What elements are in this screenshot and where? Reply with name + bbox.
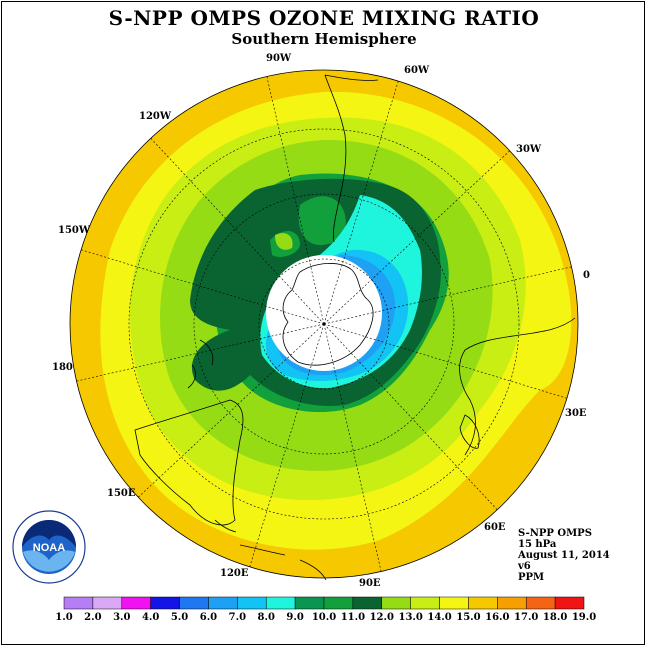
color-scale-label: 1.0: [55, 612, 72, 623]
info-instrument: S-NPP OMPS: [518, 528, 592, 539]
color-swatch: [525, 596, 556, 610]
new-zealand-outline: [187, 339, 214, 389]
lon-label-150w: 150W: [58, 225, 91, 236]
color-scale-label: 9.0: [286, 612, 303, 623]
color-scale-label: 5.0: [171, 612, 188, 623]
lon-label-150e: 150E: [107, 488, 136, 499]
color-swatch: [265, 596, 296, 610]
color-swatch: [554, 596, 585, 610]
color-swatch: [63, 596, 94, 610]
color-scale-label: 10.0: [312, 612, 336, 623]
lon-label-60e: 60E: [484, 522, 506, 533]
lon-label-180: 180: [52, 362, 73, 373]
color-swatch: [381, 596, 411, 610]
color-scale-label: 14.0: [427, 612, 451, 623]
no-data-cap: [266, 255, 382, 371]
color-scale-label: 13.0: [398, 612, 422, 623]
color-scale-bar: 1.0 2.0 3.0 4.0 5.0 6.0 7.0 8.0 9.0 10.0 11.0 12.0 1…: [55, 596, 596, 623]
australia-outline: [134, 399, 244, 526]
color-scale-label: 6.0: [200, 612, 217, 623]
page-title: S-NPP OMPS OZONE MIXING RATIO: [108, 6, 540, 30]
color-swatch: [439, 596, 469, 610]
lon-label-90e: 90E: [359, 578, 381, 589]
lon-label-30e: 30E: [565, 408, 587, 419]
south-america-north: [324, 74, 379, 81]
info-version: v6: [518, 561, 531, 572]
color-scale-label: 17.0: [514, 612, 538, 623]
lon-label-0: 0: [583, 270, 590, 281]
color-swatch: [468, 596, 498, 610]
info-units: PPM: [518, 572, 545, 583]
south-america-outline: [324, 74, 347, 243]
latitude-circles: [128, 128, 520, 520]
africa-outline: [459, 317, 576, 456]
lon-label-30w: 30W: [516, 144, 542, 155]
color-swatch: [150, 596, 180, 610]
noaa-logo-text: NOAA: [33, 542, 65, 554]
color-scale-label: 4.0: [142, 612, 159, 623]
lon-label-120w: 120W: [139, 111, 172, 122]
info-pressure-level: 15 hPa: [518, 539, 557, 550]
color-scale-label: 3.0: [113, 612, 130, 623]
lon-label-60w: 60W: [404, 65, 430, 76]
color-swatch: [352, 596, 383, 610]
map-rim: [69, 69, 579, 579]
longitude-labels: 90W 60W 30W 0 30E 60E 90E 120E 150E 180 …: [52, 53, 590, 589]
color-swatch: [323, 596, 354, 610]
color-scale-label: 2.0: [84, 612, 101, 623]
color-scale-label: 7.0: [229, 612, 246, 623]
color-swatch: [92, 596, 123, 610]
color-scale-label: 19.0: [572, 612, 596, 623]
antarctica-outline: [282, 263, 374, 366]
info-date: August 11, 2014: [518, 550, 610, 561]
page-subtitle: Southern Hemisphere: [231, 30, 417, 48]
ozone-field: [70, 70, 578, 578]
color-scale-label: 11.0: [341, 612, 365, 623]
color-scale-label: 18.0: [543, 612, 567, 623]
color-swatch: [179, 596, 209, 610]
color-swatch: [121, 596, 151, 610]
noaa-logo: NOAA: [12, 510, 86, 584]
color-scale-label: 8.0: [258, 612, 275, 623]
light-patch: [275, 233, 293, 250]
color-swatch: [294, 596, 325, 610]
color-swatch: [208, 596, 238, 610]
color-swatch: [237, 596, 267, 610]
color-scale-label: 16.0: [485, 612, 509, 623]
lon-label-90w: 90W: [266, 53, 292, 64]
lon-label-120e: 120E: [220, 568, 249, 579]
madagascar-outline: [459, 414, 480, 449]
green-patch: [298, 196, 346, 245]
product-info: S-NPP OMPS 15 hPa August 11, 2014 v6 PPM: [518, 528, 610, 583]
color-scale-label: 15.0: [456, 612, 480, 623]
color-swatch: [410, 596, 440, 610]
color-swatch: [497, 596, 527, 610]
color-scale-label: 12.0: [370, 612, 394, 623]
